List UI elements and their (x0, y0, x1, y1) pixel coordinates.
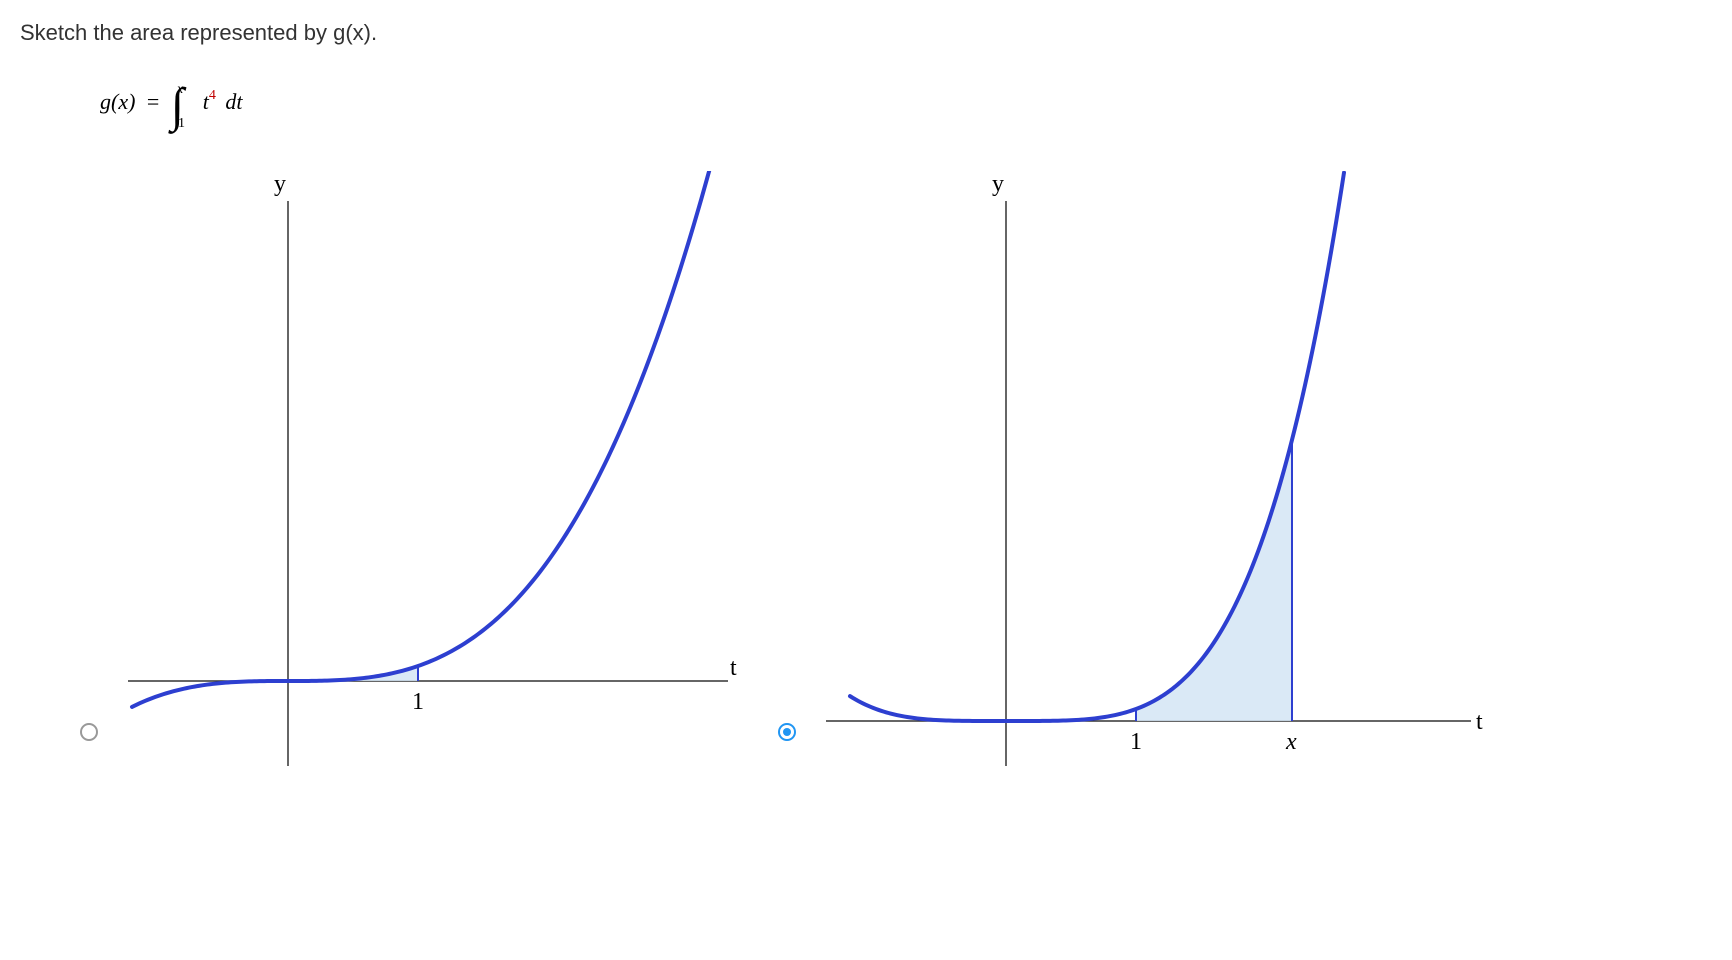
integral-lower: 1 (178, 116, 185, 131)
option-right[interactable]: y t 1 x (778, 151, 1496, 771)
svg-text:y: y (274, 171, 286, 197)
radio-option-1[interactable] (80, 723, 98, 741)
integrand-var: t (203, 89, 209, 114)
option-left[interactable]: y t 1 (80, 151, 738, 771)
formula-equals: = (147, 89, 159, 114)
formula-lhs: g(x) (100, 89, 135, 114)
svg-text:x: x (1285, 729, 1297, 755)
question-text: Sketch the area represented by g(x). (20, 20, 1712, 46)
integral-formula: g(x) = ∫1x t4 dt (100, 66, 1712, 121)
svg-text:t: t (730, 655, 737, 681)
charts-row: y t 1 y t 1 x (80, 151, 1712, 771)
svg-text:1: 1 (1130, 729, 1142, 755)
chart-left: y t 1 (118, 171, 738, 771)
chart-right: y t 1 x (816, 171, 1496, 771)
radio-option-2[interactable] (778, 723, 796, 741)
integral-upper: x (177, 82, 183, 97)
differential: dt (225, 89, 242, 114)
svg-text:1: 1 (412, 689, 424, 715)
svg-text:t: t (1476, 709, 1483, 735)
svg-text:y: y (992, 171, 1004, 197)
integrand-exp: 4 (209, 88, 216, 103)
